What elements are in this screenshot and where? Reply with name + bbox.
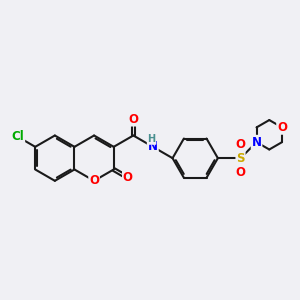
Text: H: H (148, 134, 156, 144)
Text: O: O (123, 171, 133, 184)
Text: O: O (128, 113, 138, 126)
Text: N: N (251, 136, 262, 148)
Text: O: O (89, 174, 99, 187)
Text: O: O (236, 138, 245, 151)
Text: O: O (277, 121, 287, 134)
Text: N: N (148, 140, 158, 153)
Text: S: S (236, 152, 245, 165)
Text: O: O (236, 166, 245, 179)
Text: Cl: Cl (12, 130, 24, 143)
